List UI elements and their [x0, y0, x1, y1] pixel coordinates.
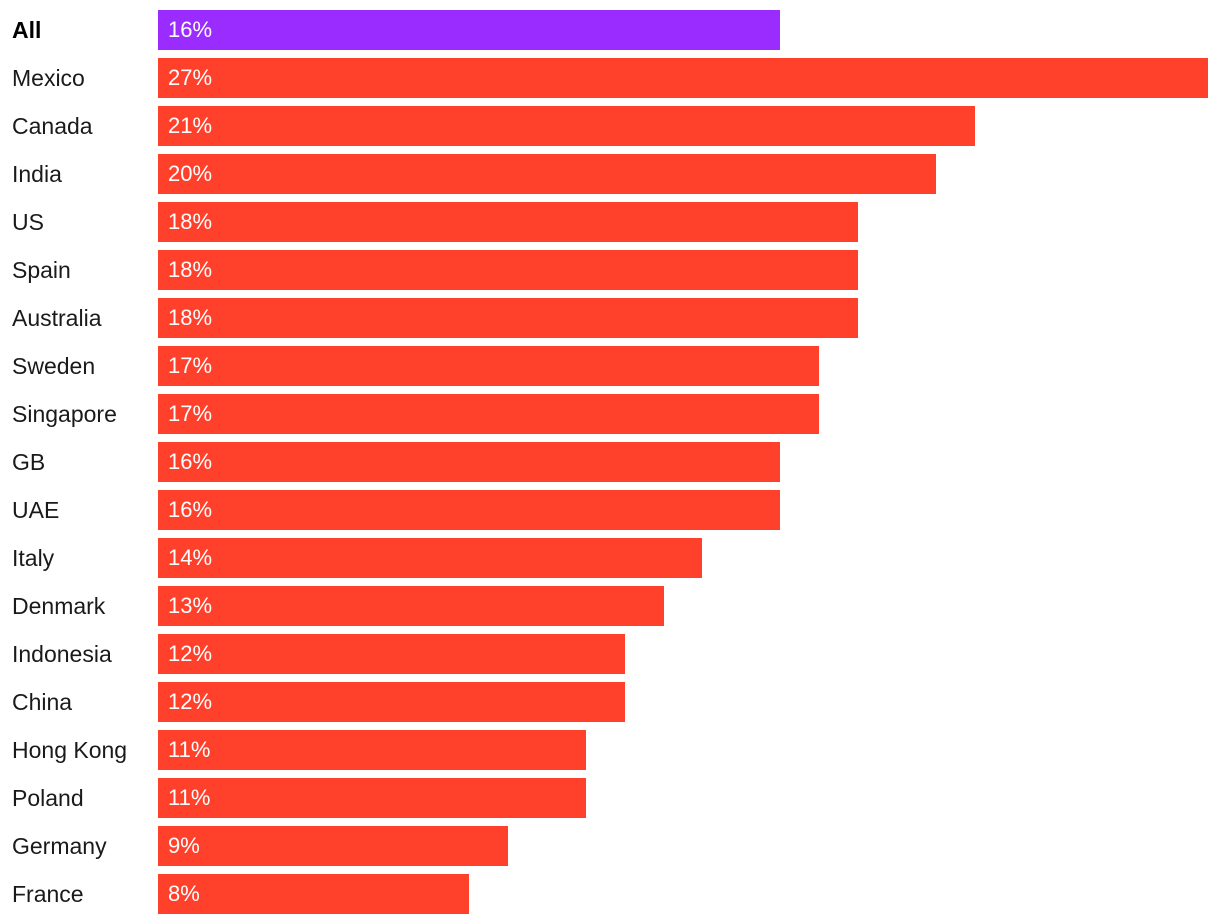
category-label: Hong Kong — [12, 737, 128, 763]
bar: 12% — [158, 634, 625, 674]
bar: 11% — [158, 778, 586, 818]
category-label: Italy — [12, 545, 55, 571]
bar: 27% — [158, 58, 1208, 98]
value-label: 20% — [168, 161, 213, 186]
category-label: France — [12, 881, 84, 907]
category-label: Singapore — [12, 401, 117, 427]
value-label: 8% — [168, 881, 200, 906]
category-label: All — [12, 17, 42, 43]
category-label: Germany — [12, 833, 107, 859]
bar: 18% — [158, 298, 858, 338]
bar: 16% — [158, 490, 780, 530]
category-label: Poland — [12, 785, 84, 811]
value-label: 16% — [168, 497, 213, 522]
value-label: 13% — [168, 593, 213, 618]
bar: 20% — [158, 154, 936, 194]
bar: 21% — [158, 106, 975, 146]
category-label: India — [12, 161, 62, 187]
bar: 16% — [158, 10, 780, 50]
bar: 17% — [158, 346, 819, 386]
category-label: GB — [12, 449, 46, 475]
value-label: 12% — [168, 689, 213, 714]
category-label: China — [12, 689, 73, 715]
category-label: Spain — [12, 257, 71, 283]
bar: 14% — [158, 538, 702, 578]
value-label: 16% — [168, 449, 213, 474]
bar: 12% — [158, 682, 625, 722]
category-label: Indonesia — [12, 641, 112, 667]
value-label: 18% — [168, 305, 213, 330]
value-label: 14% — [168, 545, 213, 570]
category-label: US — [12, 209, 44, 235]
bar: 16% — [158, 442, 780, 482]
bar: 17% — [158, 394, 819, 434]
bar: 8% — [158, 874, 469, 914]
bar: 18% — [158, 250, 858, 290]
category-label: UAE — [12, 497, 60, 523]
value-label: 9% — [168, 833, 200, 858]
value-label: 11% — [168, 785, 211, 810]
bar: 18% — [158, 202, 858, 242]
value-label: 12% — [168, 641, 213, 666]
value-label: 17% — [168, 401, 213, 426]
category-label: Australia — [12, 305, 102, 331]
value-label: 18% — [168, 257, 213, 282]
category-label: Denmark — [12, 593, 106, 619]
value-label: 16% — [168, 17, 213, 42]
category-label: Sweden — [12, 353, 96, 379]
bar: 11% — [158, 730, 586, 770]
value-label: 17% — [168, 353, 213, 378]
value-label: 11% — [168, 737, 211, 762]
value-label: 18% — [168, 209, 213, 234]
category-label: Mexico — [12, 65, 85, 91]
value-label: 27% — [168, 65, 213, 90]
category-label: Canada — [12, 113, 93, 139]
bar: 13% — [158, 586, 664, 626]
value-label: 21% — [168, 113, 213, 138]
bar: 9% — [158, 826, 508, 866]
